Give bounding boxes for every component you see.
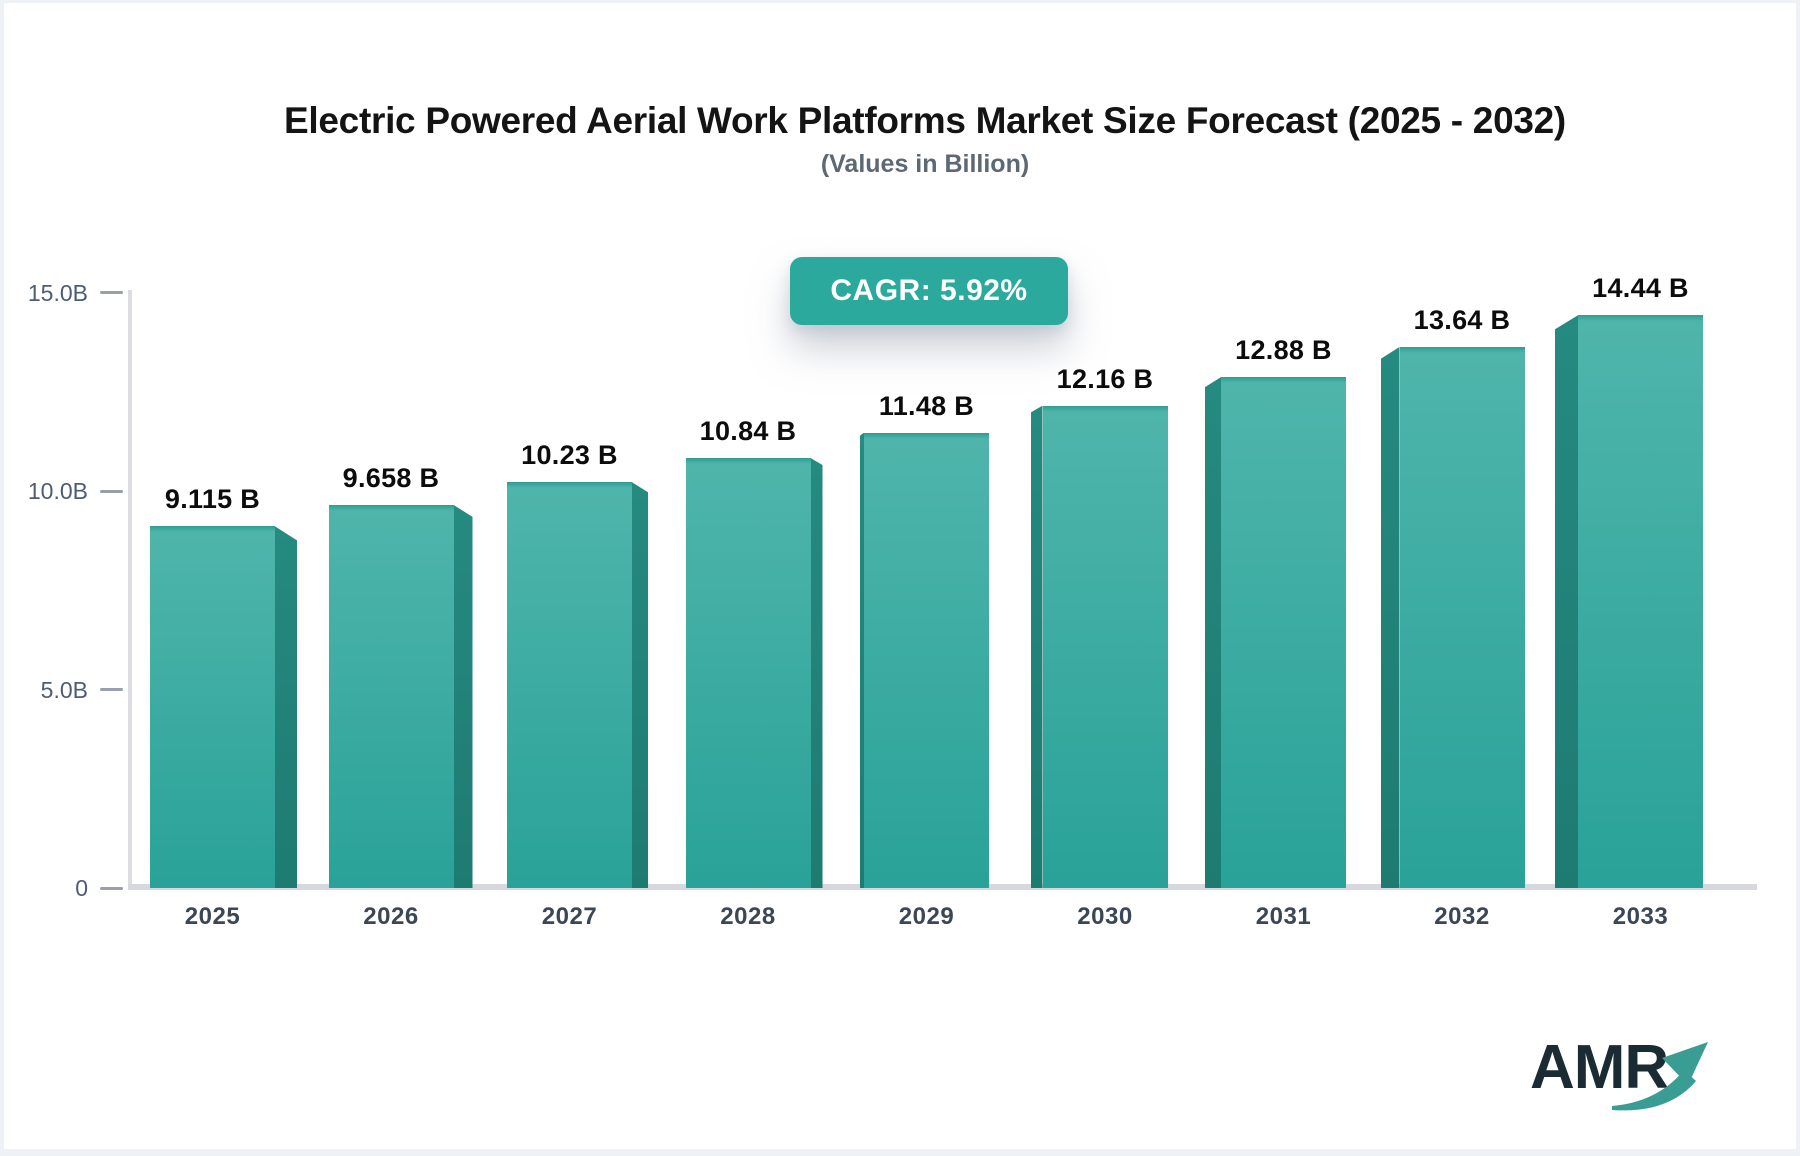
bar <box>1399 346 1525 888</box>
amr-logo-arrow-swoosh-icon <box>1612 1070 1696 1111</box>
bar-side-face <box>275 526 297 888</box>
bar-side-face <box>1205 377 1221 888</box>
x-axis-label: 2032 <box>1434 903 1490 930</box>
y-tick-label: 10.0B <box>27 478 88 505</box>
y-tick-dash <box>100 688 123 692</box>
y-tick-label: 5.0B <box>40 676 88 703</box>
bar-value-label: 14.44 B <box>1592 273 1689 304</box>
y-tick-dash <box>100 489 123 493</box>
bar <box>507 482 632 888</box>
x-axis-label: 2033 <box>1612 903 1669 930</box>
y-tick-dash <box>100 886 123 890</box>
chart-subtitle: (Values in Billion) <box>820 150 1030 178</box>
bar-value-label: 10.84 B <box>699 416 797 446</box>
x-axis-label: 2031 <box>1255 903 1312 930</box>
y-tick-dash <box>100 291 123 295</box>
cagr-badge-label: CAGR: 5.92% <box>830 274 1028 307</box>
bar-value-label: 9.658 B <box>342 462 440 493</box>
bar-value-label: 11.48 B <box>878 390 975 421</box>
x-axis-label: 2028 <box>720 903 776 930</box>
bar-side-face <box>860 432 864 888</box>
amr-logo-text: AMR <box>1530 1033 1668 1102</box>
x-axis-label: 2026 <box>363 903 419 930</box>
bar-side-face <box>453 504 473 888</box>
amr-logo: AMR <box>1530 1033 1708 1111</box>
amr-logo-arrowhead-icon <box>1662 1042 1708 1085</box>
chart-title: Electric Powered Aerial Work Platforms M… <box>284 100 1566 141</box>
x-axis-label: 2027 <box>541 903 598 930</box>
cagr-badge: CAGR: 5.92% <box>790 257 1068 325</box>
x-axis-label: 2030 <box>1077 903 1133 930</box>
bar-side-face <box>1030 405 1043 888</box>
bar <box>1578 315 1703 888</box>
x-axis-label: 2029 <box>898 903 955 930</box>
bar-value-label: 12.88 B <box>1235 335 1332 366</box>
bar <box>864 432 989 888</box>
bar-side-face <box>632 482 648 888</box>
bar-side-face <box>1380 346 1400 888</box>
bar-value-label: 12.16 B <box>1056 363 1154 394</box>
bar-side-face <box>810 458 823 888</box>
bar <box>1221 377 1346 888</box>
bar-value-label: 13.64 B <box>1413 304 1511 335</box>
bar <box>328 504 454 888</box>
bar-value-label: 9.115 B <box>164 484 261 515</box>
x-axis-label: 2025 <box>184 903 241 930</box>
bar <box>1042 405 1168 888</box>
y-tick-label: 15.0B <box>27 279 88 306</box>
y-tick-label: 0 <box>75 875 88 901</box>
bar <box>150 526 275 888</box>
bar <box>685 458 811 888</box>
bar-side-face <box>1555 315 1578 888</box>
bar-value-label: 10.23 B <box>521 440 618 471</box>
y-axis-line <box>128 290 132 888</box>
